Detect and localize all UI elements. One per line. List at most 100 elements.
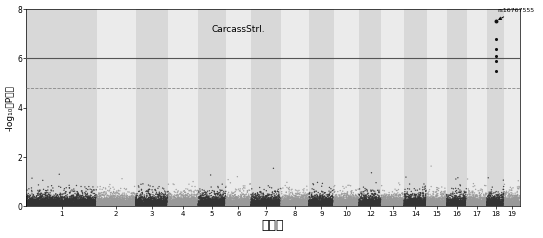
Point <box>413 204 421 208</box>
Point <box>373 203 382 207</box>
Point <box>311 195 319 199</box>
Point <box>415 203 424 207</box>
Point <box>130 198 139 202</box>
Point <box>59 204 68 208</box>
Point <box>213 204 222 208</box>
Point <box>198 204 207 208</box>
Point <box>299 203 307 207</box>
Point <box>239 202 248 205</box>
Point <box>355 203 364 207</box>
Point <box>35 202 43 206</box>
Point <box>502 202 511 206</box>
Point <box>321 204 330 208</box>
Point <box>419 203 427 207</box>
Point <box>462 202 471 206</box>
Point <box>282 180 291 184</box>
Point <box>453 196 462 200</box>
Point <box>309 204 318 208</box>
Point <box>121 201 129 205</box>
Point <box>73 200 82 204</box>
Point <box>138 203 147 207</box>
Point <box>82 200 91 204</box>
Point <box>142 203 150 206</box>
Point <box>444 201 452 205</box>
Point <box>45 201 54 204</box>
Point <box>88 203 97 207</box>
Point <box>150 200 159 203</box>
Point <box>155 193 164 197</box>
Point <box>78 200 86 204</box>
Point <box>94 203 103 207</box>
Point <box>37 202 46 206</box>
Point <box>306 204 314 208</box>
Point <box>106 202 115 206</box>
Point <box>328 203 337 207</box>
Point <box>184 192 193 195</box>
Point <box>274 198 282 202</box>
Point <box>159 204 167 208</box>
Point <box>281 204 290 208</box>
Point <box>270 204 279 208</box>
Point <box>215 202 224 206</box>
Point <box>157 202 166 206</box>
Point <box>34 202 43 206</box>
Point <box>347 199 356 203</box>
Point <box>36 196 45 199</box>
Point <box>498 204 507 208</box>
Point <box>503 191 512 195</box>
Point <box>391 204 400 208</box>
Point <box>29 194 38 198</box>
Point <box>255 203 263 207</box>
Point <box>318 204 327 208</box>
Point <box>306 202 315 206</box>
Point <box>368 204 376 208</box>
Point <box>348 203 357 207</box>
Point <box>136 199 144 203</box>
Point <box>174 204 183 208</box>
Point <box>176 199 185 203</box>
Point <box>207 203 216 207</box>
Point <box>61 199 70 203</box>
Point <box>35 202 44 206</box>
Point <box>117 204 126 208</box>
Point <box>357 204 365 208</box>
Point <box>149 202 157 206</box>
Point <box>304 201 313 204</box>
Point <box>245 200 254 204</box>
Point <box>275 201 284 205</box>
Point <box>436 204 445 208</box>
Point <box>409 204 418 208</box>
Point <box>222 203 230 207</box>
Point <box>187 196 196 200</box>
Point <box>402 204 411 208</box>
Point <box>104 199 112 203</box>
Point <box>227 203 236 207</box>
Point <box>261 202 270 206</box>
Point <box>425 200 433 204</box>
Point <box>259 203 268 207</box>
Point <box>420 203 428 206</box>
Point <box>150 188 159 192</box>
Point <box>186 200 194 204</box>
Point <box>167 204 176 208</box>
Point <box>124 200 132 204</box>
Point <box>46 204 55 208</box>
Point <box>325 203 333 207</box>
Point <box>57 204 66 208</box>
Point <box>315 202 324 205</box>
Point <box>513 202 521 206</box>
Point <box>290 203 299 207</box>
Point <box>383 203 392 207</box>
Point <box>393 204 402 208</box>
Point <box>104 204 112 208</box>
Point <box>185 204 193 208</box>
Point <box>262 200 271 204</box>
Point <box>168 198 176 202</box>
Point <box>389 203 397 207</box>
Point <box>279 204 287 208</box>
Point <box>122 199 131 203</box>
Point <box>211 193 220 197</box>
Point <box>443 203 451 206</box>
Point <box>351 204 360 208</box>
Point <box>387 204 396 208</box>
